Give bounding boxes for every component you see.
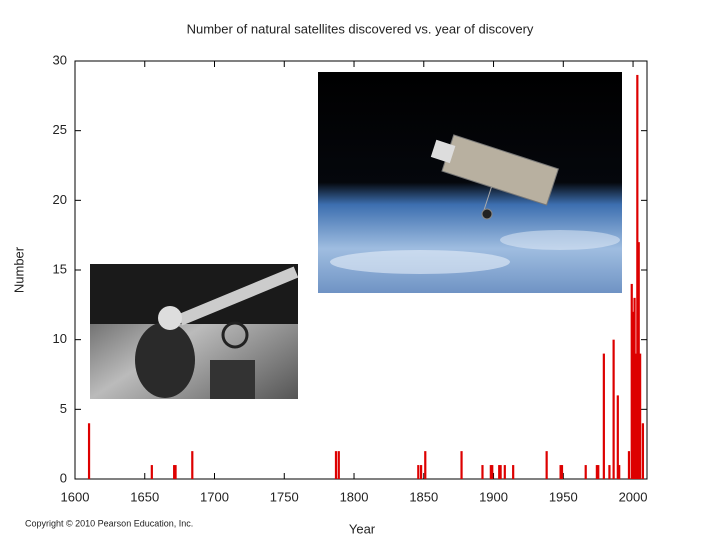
bar — [560, 465, 564, 479]
bar — [191, 451, 194, 479]
bar — [174, 465, 177, 479]
bar — [627, 451, 631, 479]
y-tick-label: 15 — [53, 261, 67, 276]
bar — [597, 465, 600, 479]
bar — [424, 451, 427, 479]
bar — [150, 465, 153, 479]
bar — [559, 465, 562, 479]
y-tick-label: 20 — [53, 192, 67, 207]
bar — [499, 465, 502, 479]
bar — [173, 465, 176, 479]
x-tick-label: 1950 — [549, 489, 578, 504]
bar — [512, 465, 515, 479]
bar — [608, 465, 611, 479]
bar — [417, 465, 420, 479]
y-tick-label: 0 — [60, 470, 67, 485]
bar — [491, 465, 494, 479]
galileo-photo — [90, 264, 299, 399]
bar — [489, 465, 492, 479]
bar — [460, 451, 463, 479]
copyright: Copyright © 2010 Pearson Education, Inc. — [25, 518, 193, 528]
bar — [595, 465, 598, 479]
bar — [334, 451, 338, 479]
x-tick-label: 1650 — [130, 489, 159, 504]
hubble-photo — [318, 72, 622, 293]
x-tick-label: 1750 — [270, 489, 299, 504]
y-tick-label: 25 — [53, 122, 67, 137]
y-axis-label: Number — [11, 246, 26, 293]
bar — [641, 423, 645, 479]
x-tick-label: 2000 — [619, 489, 648, 504]
bar — [616, 395, 619, 479]
bar — [618, 465, 621, 479]
bar — [634, 353, 638, 479]
x-tick-label: 1800 — [340, 489, 369, 504]
x-tick-label: 1600 — [61, 489, 90, 504]
bar — [630, 283, 633, 479]
y-tick-label: 5 — [60, 401, 67, 416]
y-tick-label: 10 — [53, 331, 67, 346]
bar — [612, 339, 615, 479]
bar — [503, 465, 506, 479]
bar — [337, 451, 340, 479]
bar — [602, 353, 605, 479]
x-tick-label: 1900 — [479, 489, 508, 504]
bar — [632, 311, 635, 479]
x-tick-label: 1850 — [409, 489, 438, 504]
bar — [633, 297, 636, 479]
x-axis-label: Year — [349, 521, 376, 536]
bar — [637, 242, 640, 479]
bar — [545, 451, 548, 479]
bar — [481, 465, 484, 479]
bar — [419, 465, 423, 479]
chart-title: Number of natural satellites discovered … — [187, 21, 534, 36]
bar — [584, 465, 587, 479]
bar — [639, 353, 642, 479]
y-tick-label: 30 — [53, 52, 67, 67]
bar — [87, 423, 91, 479]
x-tick-label: 1700 — [200, 489, 229, 504]
bar — [498, 465, 501, 479]
bar — [636, 74, 639, 479]
